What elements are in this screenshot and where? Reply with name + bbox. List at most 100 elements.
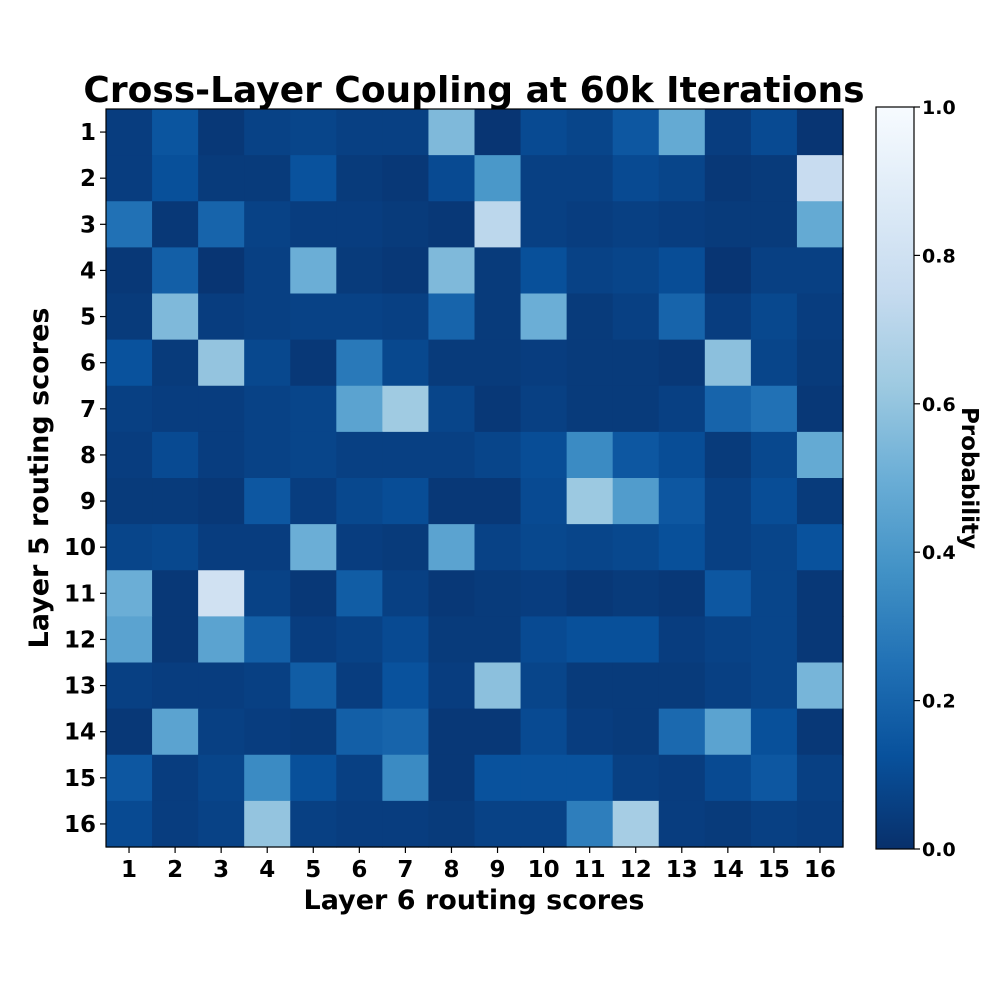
heatmap-cell-r12-c5 <box>290 616 337 664</box>
heatmap-cell-r16-c8 <box>428 800 476 848</box>
heatmap-cell-r15-c2 <box>152 754 199 802</box>
heatmap-cell-r14-c13 <box>658 708 706 756</box>
heatmap-cell-r1-c5 <box>290 109 337 156</box>
heatmap-cell-r1-c12 <box>612 109 660 156</box>
heatmap-cell-r8-c2 <box>152 431 199 479</box>
heatmap-cell-r14-c1 <box>106 708 153 756</box>
heatmap-cell-r8-c14 <box>704 431 752 479</box>
heatmap-cell-r13-c7 <box>382 662 430 710</box>
heatmap-cell-r9-c3 <box>198 478 245 525</box>
heatmap-cell-r15-c8 <box>428 754 476 802</box>
heatmap-cell-r9-c15 <box>750 478 798 525</box>
y-tick-label: 14 <box>64 720 96 746</box>
heatmap-cell-r9-c9 <box>474 478 522 525</box>
heatmap-cell-r8-c8 <box>428 431 476 479</box>
y-tick-label: 8 <box>80 443 96 469</box>
heatmap-cell-r5-c2 <box>152 293 199 341</box>
heatmap-cell-r11-c10 <box>520 570 568 617</box>
heatmap-cell-r11-c5 <box>290 570 337 617</box>
heatmap-cell-r8-c4 <box>244 431 291 479</box>
heatmap-cell-r11-c13 <box>658 570 706 617</box>
heatmap-cell-r14-c3 <box>198 708 245 756</box>
heatmap-cell-r12-c14 <box>704 616 752 664</box>
heatmap-cell-r6-c11 <box>566 339 614 387</box>
heatmap-cell-r14-c6 <box>336 708 383 756</box>
colorbar-ticks: 0.0 0.2 0.4 0.6 0.8 1.0 <box>914 97 956 861</box>
heatmap-cell-r2-c9 <box>474 155 522 202</box>
x-tick-label: 5 <box>305 857 321 883</box>
heatmap-cell-r4-c8 <box>428 247 476 295</box>
heatmap-cell-r9-c6 <box>336 478 383 525</box>
heatmap-cell-r8-c12 <box>612 431 660 479</box>
heatmap-cell-r3-c1 <box>106 201 153 248</box>
heatmap-cell-r1-c6 <box>336 109 383 156</box>
y-tick-label: 5 <box>80 305 96 331</box>
chart-title: Cross-Layer Coupling at 60k Iterations <box>83 70 864 111</box>
heatmap-cell-r8-c5 <box>290 431 337 479</box>
heatmap-cell-r14-c16 <box>796 708 844 756</box>
heatmap-cell-r3-c14 <box>704 201 752 248</box>
heatmap-cell-r2-c6 <box>336 155 383 202</box>
heatmap-cell-r4-c3 <box>198 247 245 295</box>
heatmap-cell-r5-c16 <box>796 293 844 341</box>
heatmap-cell-r13-c11 <box>566 662 614 710</box>
heatmap-cell-r4-c14 <box>704 247 752 295</box>
heatmap-cell-r15-c12 <box>612 754 660 802</box>
heatmap-cell-r10-c6 <box>336 524 383 571</box>
heatmap-cell-r14-c8 <box>428 708 476 756</box>
heatmap-cell-r16-c15 <box>750 800 798 848</box>
heatmap-cell-r2-c2 <box>152 155 199 202</box>
heatmap-cell-r9-c14 <box>704 478 752 525</box>
heatmap-cell-r14-c4 <box>244 708 291 756</box>
heatmap-cell-r5-c11 <box>566 293 614 341</box>
heatmap-cell-r13-c16 <box>796 662 844 710</box>
heatmap-cell-r13-c2 <box>152 662 199 710</box>
heatmap-cell-r4-c5 <box>290 247 337 295</box>
heatmap-cell-r2-c1 <box>106 155 153 202</box>
heatmap-cell-r8-c6 <box>336 431 383 479</box>
heatmap-cell-r8-c13 <box>658 431 706 479</box>
heatmap-cell-r2-c10 <box>520 155 568 202</box>
heatmap-cell-r16-c14 <box>704 800 752 848</box>
x-tick-label: 12 <box>620 857 652 883</box>
heatmap-cell-r10-c12 <box>612 524 660 571</box>
heatmap-cell-r12-c9 <box>474 616 522 664</box>
heatmap-cell-r14-c9 <box>474 708 522 756</box>
heatmap-cell-r1-c4 <box>244 109 291 156</box>
heatmap-cell-r2-c4 <box>244 155 291 202</box>
y-tick-label: 16 <box>64 812 96 838</box>
y-tick-label: 7 <box>80 397 96 423</box>
heatmap-cell-r9-c8 <box>428 478 476 525</box>
x-tick-label: 15 <box>758 857 790 883</box>
heatmap-cell-r9-c16 <box>796 478 844 525</box>
heatmap-cell-r11-c12 <box>612 570 660 617</box>
y-tick-label: 9 <box>80 489 96 515</box>
heatmap-cell-r15-c14 <box>704 754 752 802</box>
heatmap-cell-r12-c13 <box>658 616 706 664</box>
heatmap-cell-r9-c4 <box>244 478 291 525</box>
heatmap-cell-r12-c1 <box>106 616 153 664</box>
colorbar <box>875 106 915 850</box>
heatmap-cell-r8-c10 <box>520 431 568 479</box>
heatmap-cell-r1-c16 <box>796 109 844 156</box>
heatmap-cell-r12-c12 <box>612 616 660 664</box>
heatmap-cell-r4-c6 <box>336 247 383 295</box>
heatmap-cell-r1-c9 <box>474 109 522 156</box>
heatmap-cell-r2-c16 <box>796 155 844 202</box>
heatmap-cell-r7-c9 <box>474 385 522 433</box>
heatmap-cell-r4-c16 <box>796 247 844 295</box>
colorbar-tick-label: 0.8 <box>922 245 956 267</box>
x-axis-label: Layer 6 routing scores <box>304 885 645 916</box>
heatmap-cell-r11-c1 <box>106 570 153 617</box>
heatmap-cell-r5-c6 <box>336 293 383 341</box>
heatmap-cell-r7-c5 <box>290 385 337 433</box>
heatmap-cell-r11-c6 <box>336 570 383 617</box>
x-tick-label: 14 <box>712 857 744 883</box>
heatmap-cell-r14-c14 <box>704 708 752 756</box>
heatmap-cell-r1-c2 <box>152 109 199 156</box>
heatmap-cell-r16-c5 <box>290 800 337 848</box>
heatmap-cell-r2-c7 <box>382 155 430 202</box>
heatmap-cell-r12-c7 <box>382 616 430 664</box>
